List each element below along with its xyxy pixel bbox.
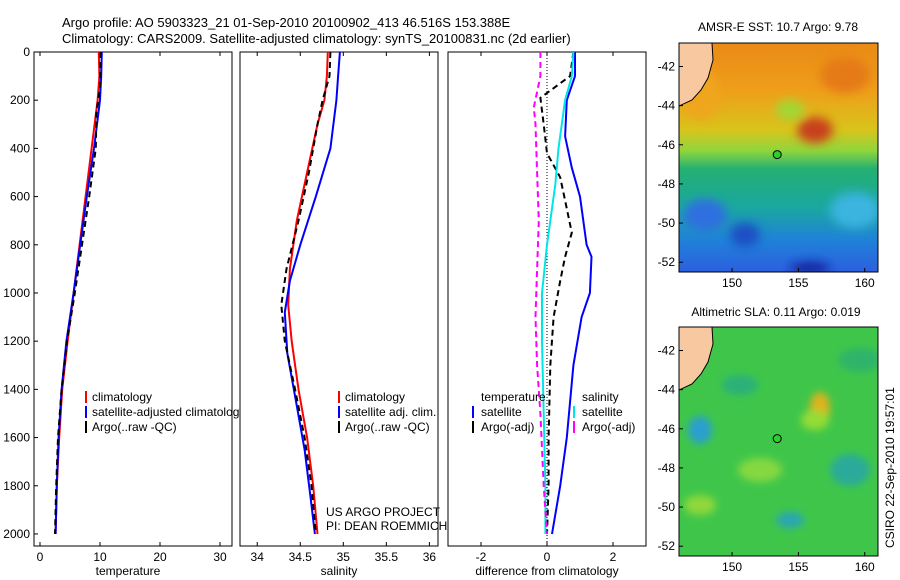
depth-y-tick-label: 1800 [3, 479, 30, 493]
sst-map-x-ticks: 150 155 160 [722, 268, 875, 290]
temperature-panel: 0 10 20 30 0 200 400 600 800 1000 1200 1400 1600 180… [3, 45, 245, 578]
depth-y-tick-label: 0 [23, 45, 30, 59]
temperature-series [54, 51, 103, 535]
sla-map-y-ticks: -42 -44 -46 -48 -50 -52 [658, 343, 683, 553]
series-line-salinity-argo-adj- [532, 52, 548, 535]
salinity-x-tick-label: 34 [251, 550, 265, 564]
sst-map-y-tick-label: -48 [658, 177, 676, 191]
salinity-x-label: salinity [321, 564, 358, 578]
temperature-plot-frame [33, 51, 233, 547]
figure-title-line1: Argo profile: AO 5903323_21 01-Sep-2010 … [62, 15, 510, 30]
temperature-legend-climatology: climatology [92, 390, 152, 404]
sla-map-y-tick-label: -50 [658, 500, 676, 514]
depth-y-tick-label: 600 [10, 190, 30, 204]
difference-x-label: difference from climatology [475, 564, 618, 578]
sla-argo-marker [772, 434, 782, 444]
series-line-salinity-satellite [541, 51, 575, 534]
sla-map-y-tick-label: -48 [658, 461, 676, 475]
sla-map-title: Altimetric SLA: 0.11 Argo: 0.019 [691, 305, 861, 319]
series-line-satellite-adjusted-climatology [54, 51, 103, 535]
temperature-x-tick-label: 20 [153, 550, 167, 564]
difference-x-tick-label: -2 [476, 550, 487, 564]
depth-y-tick-label: 200 [10, 93, 30, 107]
depth-y-tick-label: 1600 [3, 431, 30, 445]
depth-y-tick-label: 1000 [3, 286, 30, 300]
sst-argo-marker [772, 150, 782, 160]
sla-map-panel: Altimetric SLA: 0.11 Argo: 0.019 150 155 1… [658, 305, 879, 574]
difference-legend-temperature-heading: temperature [481, 390, 546, 404]
sla-map-x-tick-label: 150 [722, 560, 742, 574]
salinity-legend: climatology satellite adj. clim. Argo(..… [338, 390, 436, 434]
difference-series [532, 51, 593, 546]
sst-map-y-tick-label: -42 [658, 59, 676, 73]
sst-map-y-tick-label: -52 [658, 255, 676, 269]
depth-y-tick-label: 400 [10, 141, 30, 155]
difference-legend-salinity-argo: Argo(-adj) [582, 420, 635, 434]
temperature-x-label: temperature [96, 564, 161, 578]
temperature-x-tick-label: 10 [93, 550, 107, 564]
salinity-x-tick-label: 35.5 [375, 550, 399, 564]
salinity-legend-climatology: climatology [345, 390, 405, 404]
temperature-x-tick-label: 30 [213, 550, 227, 564]
depth-y-tick-label: 800 [10, 238, 30, 252]
sla-field [679, 327, 878, 556]
salinity-legend-argo: Argo(..raw -QC) [345, 420, 430, 434]
sst-map-y-tick-label: -46 [658, 138, 676, 152]
project-annotation-line1: US ARGO PROJECT [326, 505, 441, 519]
depth-y-ticks: 0 200 400 600 800 1000 1200 1400 1600 1800 2000 [3, 45, 38, 541]
difference-legend-temperature-satellite: satellite [481, 405, 522, 419]
sst-map-title: AMSR-E SST: 10.7 Argo: 9.78 [698, 20, 858, 34]
temperature-x-tick-label: 0 [37, 550, 44, 564]
series-line-argo-raw-qc- [280, 51, 332, 535]
temperature-x-ticks: 0 10 20 30 [37, 52, 227, 564]
salinity-series [280, 51, 341, 535]
sla-map-x-ticks: 150 155 160 [722, 552, 875, 574]
series-line-climatology [287, 51, 329, 535]
difference-legend-temperature-argo: Argo(-adj) [481, 420, 534, 434]
salinity-x-tick-label: 36 [423, 550, 437, 564]
difference-legend: temperature satellite Argo(-adj) salinit… [472, 390, 635, 434]
salinity-x-ticks: 34 34.5 35 35.5 36 [251, 52, 437, 564]
salinity-plot-frame [239, 51, 439, 547]
temperature-legend-satellite: satellite-adjusted climatology [92, 405, 245, 419]
sla-map-x-tick-label: 155 [788, 560, 808, 574]
sla-map-y-tick-label: -44 [658, 383, 676, 397]
sst-map-y-tick-label: -44 [658, 99, 676, 113]
sst-map-panel: AMSR-E SST: 10.7 Argo: 9.78 150 155 160 -4… [658, 20, 879, 290]
series-line-temperature-satellite [551, 52, 593, 535]
sla-map-y-tick-label: -42 [658, 343, 676, 357]
project-annotation-line2: PI: DEAN ROEMMICH [326, 519, 447, 533]
temperature-legend-argo: Argo(..raw -QC) [92, 420, 177, 434]
sst-map-y-ticks: -42 -44 -46 -48 -50 -52 [658, 59, 683, 269]
sla-map-frame [678, 326, 879, 557]
series-line-temperature-argo-adj- [539, 51, 575, 535]
salinity-x-tick-label: 35 [337, 550, 351, 564]
credit-timestamp: CSIRO 22-Sep-2010 19:57:01 [883, 387, 897, 548]
sla-map-y-tick-label: -46 [658, 422, 676, 436]
sla-map-y-tick-label: -52 [658, 539, 676, 553]
depth-y-tick-label: 1200 [3, 334, 30, 348]
sst-map-x-tick-label: 160 [855, 276, 875, 290]
difference-x-tick-label: 2 [610, 550, 617, 564]
salinity-legend-satellite: satellite adj. clim. [345, 405, 436, 419]
sst-map-frame [678, 42, 879, 273]
difference-legend-salinity-heading: salinity [582, 390, 619, 404]
sla-map-x-tick-label: 160 [855, 560, 875, 574]
depth-y-tick-label: 1400 [3, 382, 30, 396]
sst-field [679, 43, 878, 272]
sst-map-x-tick-label: 150 [722, 276, 742, 290]
temperature-legend: climatology satellite-adjusted climatolo… [85, 390, 245, 434]
series-line-satellite-adj-clim- [283, 51, 341, 535]
sst-map-x-tick-label: 155 [788, 276, 808, 290]
salinity-panel: 34 34.5 35 35.5 36 salinity climatology sate… [239, 51, 447, 578]
figure-title-line2: Climatology: CARS2009. Satellite-adjuste… [62, 31, 571, 46]
difference-panel: -2 0 2 difference from climatology tempera… [447, 51, 647, 578]
salinity-x-tick-label: 34.5 [289, 550, 313, 564]
sst-map-y-tick-label: -50 [658, 216, 676, 230]
depth-y-tick-label: 2000 [3, 527, 30, 541]
difference-x-tick-label: 0 [544, 550, 551, 564]
difference-legend-salinity-satellite: satellite [582, 405, 623, 419]
